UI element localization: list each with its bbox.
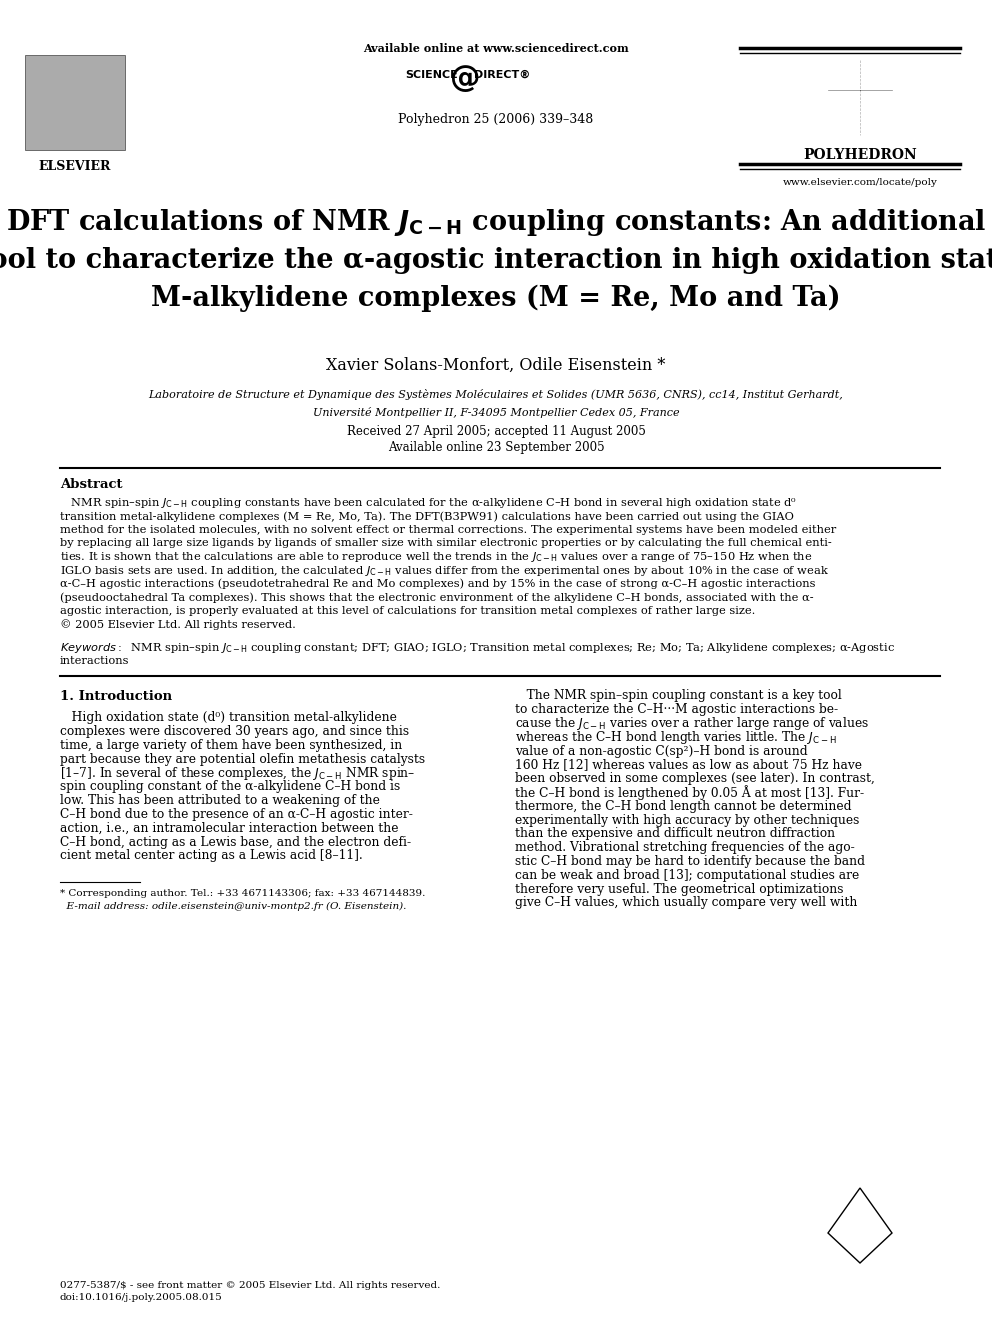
Text: M-alkylidene complexes (M = Re, Mo and Ta): M-alkylidene complexes (M = Re, Mo and T… bbox=[151, 284, 841, 312]
Text: www.elsevier.com/locate/poly: www.elsevier.com/locate/poly bbox=[783, 179, 937, 187]
Text: method for the isolated molecules, with no solvent effect or thermal corrections: method for the isolated molecules, with … bbox=[60, 525, 836, 534]
Text: therefore very useful. The geometrical optimizations: therefore very useful. The geometrical o… bbox=[515, 882, 843, 896]
Text: agostic interaction, is properly evaluated at this level of calculations for tra: agostic interaction, is properly evaluat… bbox=[60, 606, 755, 617]
Text: NMR spin–spin $J_{\mathrm{C-H}}$ coupling constants have been calculated for the: NMR spin–spin $J_{\mathrm{C-H}}$ couplin… bbox=[60, 496, 798, 509]
Text: whereas the C–H bond length varies little. The $J_{\mathrm{C-H}}$: whereas the C–H bond length varies littl… bbox=[515, 729, 836, 746]
Text: value of a non-agostic C(sp²)–H bond is around: value of a non-agostic C(sp²)–H bond is … bbox=[515, 745, 807, 758]
Text: complexes were discovered 30 years ago, and since this: complexes were discovered 30 years ago, … bbox=[60, 725, 409, 738]
Text: [1–7]. In several of these complexes, the $J_{\mathrm{C-H}}$ NMR spin–: [1–7]. In several of these complexes, th… bbox=[60, 765, 416, 782]
Text: $\mathit{Keywords:}$  NMR spin–spin $J_{\mathrm{C-H}}$ coupling constant; DFT; G: $\mathit{Keywords:}$ NMR spin–spin $J_{\… bbox=[60, 642, 895, 655]
Text: DFT calculations of NMR $\boldsymbol{J}_{\mathbf{C-H}}$ coupling constants: An a: DFT calculations of NMR $\boldsymbol{J}_… bbox=[6, 206, 986, 238]
Text: doi:10.1016/j.poly.2005.08.015: doi:10.1016/j.poly.2005.08.015 bbox=[60, 1294, 223, 1303]
Text: been observed in some complexes (see later). In contrast,: been observed in some complexes (see lat… bbox=[515, 773, 875, 786]
Text: 1. Introduction: 1. Introduction bbox=[60, 689, 173, 703]
Text: IGLO basis sets are used. In addition, the calculated $J_{\mathrm{C-H}}$ values : IGLO basis sets are used. In addition, t… bbox=[60, 564, 829, 578]
Text: Received 27 April 2005; accepted 11 August 2005: Received 27 April 2005; accepted 11 Augu… bbox=[346, 426, 646, 438]
Text: stic C–H bond may be hard to identify because the band: stic C–H bond may be hard to identify be… bbox=[515, 855, 865, 868]
Text: High oxidation state (d⁰) transition metal-alkylidene: High oxidation state (d⁰) transition met… bbox=[60, 712, 397, 725]
Text: @: @ bbox=[449, 64, 480, 93]
Text: (pseudooctahedral Ta complexes). This shows that the electronic environment of t: (pseudooctahedral Ta complexes). This sh… bbox=[60, 593, 813, 603]
Text: Polyhedron 25 (2006) 339–348: Polyhedron 25 (2006) 339–348 bbox=[399, 114, 593, 127]
Text: SCIENCE: SCIENCE bbox=[406, 70, 458, 79]
Text: interactions: interactions bbox=[60, 656, 130, 667]
Text: Available online at www.sciencedirect.com: Available online at www.sciencedirect.co… bbox=[363, 42, 629, 53]
Text: DIRECT®: DIRECT® bbox=[474, 70, 531, 79]
Text: Xavier Solans-Monfort, Odile Eisenstein *: Xavier Solans-Monfort, Odile Eisenstein … bbox=[326, 356, 666, 373]
Text: Laboratoire de Structure et Dynamique des Systèmes Moléculaires et Solides (UMR : Laboratoire de Structure et Dynamique de… bbox=[149, 389, 843, 401]
Text: 0277-5387/$ - see front matter © 2005 Elsevier Ltd. All rights reserved.: 0277-5387/$ - see front matter © 2005 El… bbox=[60, 1281, 440, 1290]
Text: α-C–H agostic interactions (pseudotetrahedral Re and Mo complexes) and by 15% in: α-C–H agostic interactions (pseudotetrah… bbox=[60, 578, 815, 589]
Text: to characterize the C–H···M agostic interactions be-: to characterize the C–H···M agostic inte… bbox=[515, 704, 838, 716]
Text: action, i.e., an intramolecular interaction between the: action, i.e., an intramolecular interact… bbox=[60, 822, 399, 835]
Text: transition metal-alkylidene complexes (M = Re, Mo, Ta). The DFT(B3PW91) calculat: transition metal-alkylidene complexes (M… bbox=[60, 511, 794, 521]
Text: part because they are potential olefin metathesis catalysts: part because they are potential olefin m… bbox=[60, 753, 426, 766]
Text: cause the $J_{\mathrm{C-H}}$ varies over a rather large range of values: cause the $J_{\mathrm{C-H}}$ varies over… bbox=[515, 716, 869, 732]
Text: C–H bond, acting as a Lewis base, and the electron defi-: C–H bond, acting as a Lewis base, and th… bbox=[60, 836, 411, 848]
Text: low. This has been attributed to a weakening of the: low. This has been attributed to a weake… bbox=[60, 794, 380, 807]
Text: cient metal center acting as a Lewis acid [8–11].: cient metal center acting as a Lewis aci… bbox=[60, 849, 363, 863]
Text: time, a large variety of them have been synthesized, in: time, a large variety of them have been … bbox=[60, 740, 402, 751]
Text: experimentally with high accuracy by other techniques: experimentally with high accuracy by oth… bbox=[515, 814, 859, 827]
Text: thermore, the C–H bond length cannot be determined: thermore, the C–H bond length cannot be … bbox=[515, 800, 851, 812]
Text: ties. It is shown that the calculations are able to reproduce well the trends in: ties. It is shown that the calculations … bbox=[60, 550, 812, 564]
Text: * Corresponding author. Tel.: +33 4671143306; fax: +33 467144839.: * Corresponding author. Tel.: +33 467114… bbox=[60, 889, 426, 898]
Text: Available online 23 September 2005: Available online 23 September 2005 bbox=[388, 442, 604, 455]
Text: C–H bond due to the presence of an α-C–H agostic inter-: C–H bond due to the presence of an α-C–H… bbox=[60, 808, 413, 822]
Text: POLYHEDRON: POLYHEDRON bbox=[804, 148, 917, 161]
Text: 160 Hz [12] whereas values as low as about 75 Hz have: 160 Hz [12] whereas values as low as abo… bbox=[515, 758, 862, 771]
Text: The NMR spin–spin coupling constant is a key tool: The NMR spin–spin coupling constant is a… bbox=[515, 689, 842, 703]
Text: method. Vibrational stretching frequencies of the ago-: method. Vibrational stretching frequenci… bbox=[515, 841, 855, 855]
Text: than the expensive and difficult neutron diffraction: than the expensive and difficult neutron… bbox=[515, 827, 835, 840]
Text: spin coupling constant of the α-alkylidene C–H bond is: spin coupling constant of the α-alkylide… bbox=[60, 781, 400, 794]
Text: can be weak and broad [13]; computational studies are: can be weak and broad [13]; computationa… bbox=[515, 869, 859, 882]
Text: by replacing all large size ligands by ligands of smaller size with similar elec: by replacing all large size ligands by l… bbox=[60, 538, 831, 549]
Text: tool to characterize the α-agostic interaction in high oxidation state: tool to characterize the α-agostic inter… bbox=[0, 246, 992, 274]
Bar bbox=[25, 56, 125, 149]
Text: give C–H values, which usually compare very well with: give C–H values, which usually compare v… bbox=[515, 897, 857, 909]
Text: Université Montpellier II, F-34095 Montpellier Cedex 05, France: Université Montpellier II, F-34095 Montp… bbox=[312, 406, 680, 418]
Text: ELSEVIER: ELSEVIER bbox=[39, 160, 111, 173]
Text: © 2005 Elsevier Ltd. All rights reserved.: © 2005 Elsevier Ltd. All rights reserved… bbox=[60, 619, 296, 630]
Text: Abstract: Abstract bbox=[60, 479, 122, 492]
Text: the C–H bond is lengthened by 0.05 Å at most [13]. Fur-: the C–H bond is lengthened by 0.05 Å at … bbox=[515, 785, 864, 800]
Text: E-mail address: odile.eisenstein@univ-montp2.fr (O. Eisenstein).: E-mail address: odile.eisenstein@univ-mo… bbox=[60, 902, 407, 912]
